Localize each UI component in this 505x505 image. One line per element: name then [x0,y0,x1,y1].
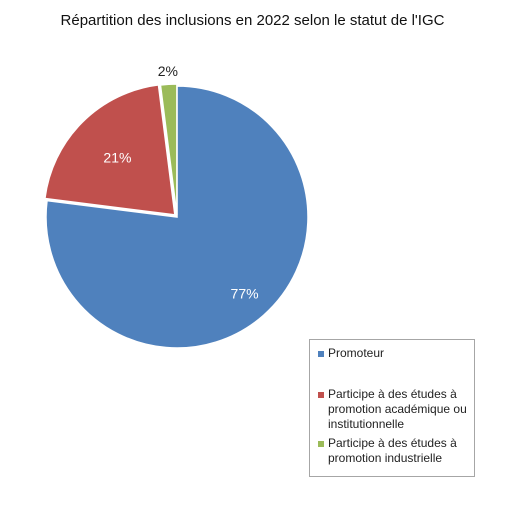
legend-swatch-industrielle [318,441,324,447]
pie-slice-promoteur [45,85,309,349]
legend-item-promoteur: Promoteur [318,346,468,361]
legend-item-industrielle: Participe à des études à promotion indus… [318,436,468,466]
legend-swatch-promoteur [318,351,324,357]
legend-label-industrielle: Participe à des études à promotion indus… [328,436,457,465]
legend-item-academique: Participe à des études à promotion acadé… [318,387,468,432]
pie-slice-industrielle [159,83,178,216]
slice-label-academique: 21% [103,149,131,165]
legend-swatch-academique [318,392,324,398]
slice-label-industrielle: 2% [158,63,178,79]
slice-label-promoteur: 77% [231,286,259,302]
chart-title: Répartition des inclusions en 2022 selon… [60,12,445,29]
pie-slice-academique [44,84,176,216]
legend-label-academique: Participe à des études à promotion acadé… [328,387,467,431]
legend-label-promoteur: Promoteur [328,346,385,360]
chart-legend: Promoteur Participe à des études à promo… [309,339,475,477]
